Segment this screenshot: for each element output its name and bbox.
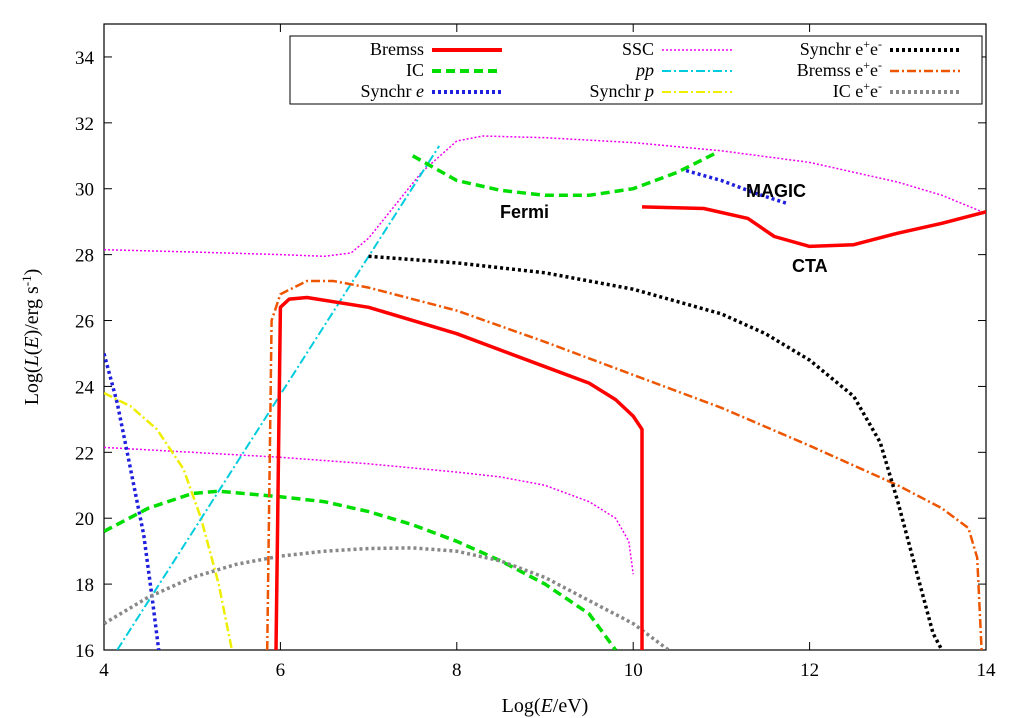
x-tick-label: 4 [99, 660, 109, 681]
legend-label-ic-ee: IC e+e- [833, 79, 882, 101]
legend-label-pp: pp [634, 60, 654, 80]
series-layer [104, 135, 986, 650]
annotation-cta: CTA [792, 256, 828, 276]
series-line-sensitivity-magic [685, 168, 789, 206]
legend-label-synchr-e: Synchr e [361, 81, 425, 101]
y-tick-label: 34 [75, 48, 95, 69]
legend-label-ic: IC [406, 60, 424, 80]
series-line-bremss-ee [265, 279, 983, 650]
series-line-synchr-p [104, 391, 234, 650]
axis-ticks: 4 6 8 10 12 14 16 18 20 22 24 26 28 30 32 34 [75, 24, 996, 681]
x-tick-label: 10 [624, 660, 643, 681]
y-tick-label: 22 [75, 443, 94, 464]
series-line-synchr-ee [368, 254, 944, 650]
series-line-sensitivity-cta [641, 205, 986, 249]
x-tick-label: 8 [452, 660, 462, 681]
x-tick-label: 6 [276, 660, 286, 681]
x-tick-label: 12 [800, 660, 819, 681]
y-tick-label: 24 [75, 377, 95, 398]
series-line-sensitivity-fermi [411, 150, 718, 198]
y-axis-label: Log(L(E)/erg s-1) [19, 269, 44, 406]
y-tick-label: 26 [75, 312, 94, 333]
series-line-synchr-e [104, 353, 161, 650]
legend-label-bremss: Bremss [370, 39, 424, 59]
x-axis-label: Log(E/eV) [502, 695, 589, 717]
annotation-fermi: Fermi [500, 202, 549, 222]
series-line-pp [116, 145, 441, 650]
x-tick-label: 14 [977, 660, 997, 681]
legend-label-ssc: SSC [622, 39, 654, 59]
y-tick-label: 20 [75, 509, 94, 530]
legend-label-synchr-ee: Synchr e+e- [800, 37, 882, 59]
y-tick-label: 30 [75, 180, 94, 201]
y-tick-label: 18 [75, 575, 94, 596]
series-line-ic [104, 489, 618, 650]
legend-label-synchr-p: Synchr p [590, 81, 655, 101]
y-tick-label: 32 [75, 114, 94, 135]
series-line-ssc [104, 135, 986, 258]
y-tick-label: 28 [75, 246, 94, 267]
legend-box [289, 35, 983, 105]
annotation-magic: MAGIC [746, 181, 806, 201]
series-line-ic-ee [104, 546, 670, 650]
legend: Bremss IC Synchr e SSC pp Synchr p Synch… [289, 35, 983, 105]
y-tick-label: 16 [75, 641, 94, 662]
plot-frame [103, 23, 987, 651]
series-line-bremss [274, 295, 644, 650]
legend-label-bremss-ee: Bremss e+e- [797, 58, 882, 80]
